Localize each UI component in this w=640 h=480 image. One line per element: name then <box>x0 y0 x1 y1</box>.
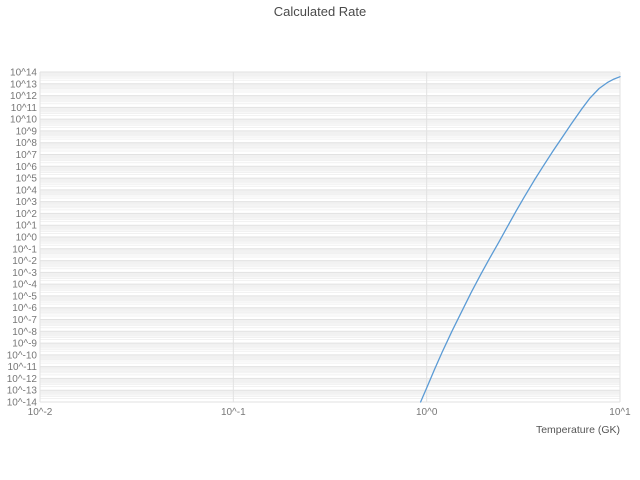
minor-gridlines <box>40 72 620 399</box>
svg-text:10^9: 10^9 <box>16 126 38 137</box>
svg-text:10^8: 10^8 <box>16 138 38 149</box>
svg-text:10^-2: 10^-2 <box>28 407 53 418</box>
svg-text:10^11: 10^11 <box>11 103 38 114</box>
svg-text:10^2: 10^2 <box>16 209 38 220</box>
svg-text:10^-10: 10^-10 <box>7 350 38 361</box>
svg-text:10^-9: 10^-9 <box>12 339 37 350</box>
svg-text:10^-3: 10^-3 <box>12 268 37 279</box>
svg-text:10^-7: 10^-7 <box>12 315 37 326</box>
svg-text:10^4: 10^4 <box>16 185 38 196</box>
svg-text:10^14: 10^14 <box>10 68 37 79</box>
x-tick-labels: 10^-2 10^-1 10^0 10^1 <box>28 407 631 418</box>
svg-text:10^1: 10^1 <box>609 407 631 418</box>
svg-text:10^-4: 10^-4 <box>12 280 37 291</box>
svg-text:10^0: 10^0 <box>416 407 438 418</box>
major-gridlines <box>39 71 621 403</box>
svg-text:10^5: 10^5 <box>16 174 38 185</box>
svg-text:10^-6: 10^-6 <box>12 303 37 314</box>
svg-text:10^-14: 10^-14 <box>7 398 38 409</box>
svg-text:10^-8: 10^-8 <box>12 327 37 338</box>
x-axis-label: Temperature (GK) <box>535 424 620 436</box>
svg-text:10^10: 10^10 <box>10 115 37 126</box>
svg-text:10^-1: 10^-1 <box>221 407 246 418</box>
svg-text:10^1: 10^1 <box>16 221 38 232</box>
svg-text:10^-5: 10^-5 <box>12 291 37 302</box>
svg-text:10^-13: 10^-13 <box>7 386 38 397</box>
svg-text:10^7: 10^7 <box>16 150 38 161</box>
y-tick-labels: 10^1410^1310^1210^1110^1010^910^810^710^… <box>7 68 38 409</box>
chart-title: Calculated Rate <box>273 4 367 19</box>
svg-text:10^0: 10^0 <box>16 233 38 244</box>
svg-text:10^-1: 10^-1 <box>12 244 37 255</box>
svg-text:10^-11: 10^-11 <box>7 362 37 373</box>
svg-text:10^3: 10^3 <box>16 197 38 208</box>
svg-text:10^6: 10^6 <box>16 162 38 173</box>
svg-text:10^13: 10^13 <box>10 79 37 90</box>
svg-text:10^12: 10^12 <box>10 91 37 102</box>
svg-text:10^-2: 10^-2 <box>12 256 37 267</box>
calculated-rate-curve <box>419 76 621 403</box>
svg-text:10^-12: 10^-12 <box>7 374 38 385</box>
